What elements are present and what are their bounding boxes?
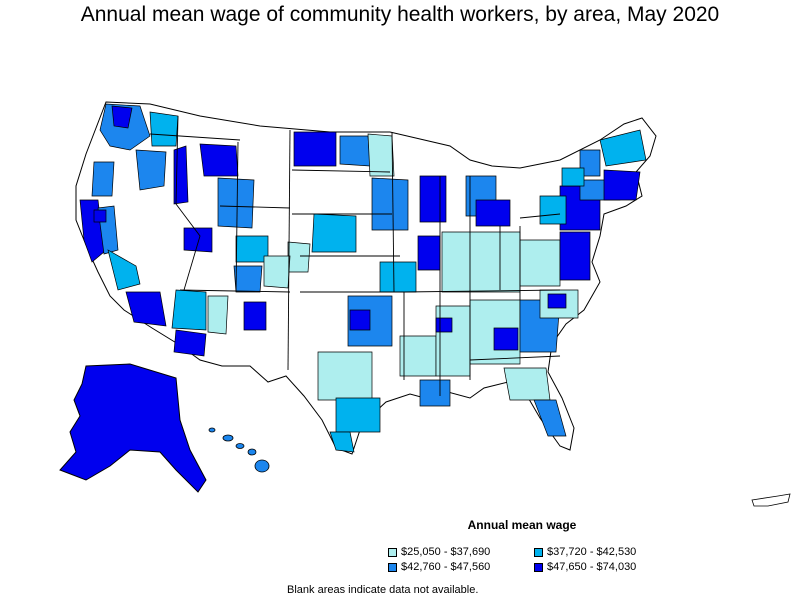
state-boundaries: [149, 115, 561, 396]
area-region: [559, 231, 591, 281]
area-region: [493, 327, 519, 351]
area-region: [603, 169, 641, 201]
legend-label: $25,050 - $37,690: [401, 546, 491, 558]
area-region: [419, 175, 447, 223]
area-region: [435, 305, 471, 377]
area-region: [371, 177, 409, 231]
area-region: [135, 149, 167, 191]
legend-item: $42,760 - $47,560: [388, 561, 490, 573]
area-region: [367, 133, 395, 177]
area-region: [399, 335, 437, 377]
area-region: [287, 241, 311, 273]
area-region: [207, 295, 229, 335]
area-region: [93, 209, 107, 223]
legend-label: $47,650 - $74,030: [547, 561, 637, 573]
area-region: [435, 317, 453, 333]
puerto-rico: [751, 493, 791, 507]
area-region: [317, 351, 373, 401]
area-region: [349, 309, 371, 331]
area-region: [183, 227, 213, 253]
area-region: [417, 235, 441, 271]
area-region: [243, 301, 267, 331]
area-region: [561, 167, 585, 187]
area-region: [539, 195, 567, 225]
area-region: [441, 231, 521, 293]
area-region: [419, 379, 451, 407]
area-region: [199, 143, 239, 177]
legend-swatch: [388, 562, 397, 572]
legend-label: $37,720 - $42,530: [547, 546, 637, 558]
area-region: [125, 291, 167, 327]
area-region: [107, 249, 141, 291]
legend-title: Annual mean wage: [467, 518, 577, 532]
area-region: [171, 289, 207, 331]
blank-areas-note: Blank areas indicate data not available.: [287, 584, 479, 596]
area-regions: [79, 103, 647, 453]
area-region: [335, 397, 381, 433]
area-region: [235, 235, 269, 263]
area-region: [111, 105, 133, 129]
area-region: [519, 239, 561, 287]
legend-item: $37,720 - $42,530: [534, 546, 636, 558]
area-region: [173, 145, 189, 205]
legend-item: $25,050 - $37,690: [388, 546, 490, 558]
area-region: [263, 255, 291, 289]
legend-swatch: [388, 547, 397, 557]
area-region: [311, 213, 357, 253]
area-region: [293, 131, 337, 167]
legend-swatch: [534, 562, 543, 572]
area-region: [503, 367, 551, 401]
legend-swatch: [534, 547, 543, 557]
area-region: [173, 329, 207, 357]
area-region: [599, 129, 647, 167]
legend-item: $47,650 - $74,030: [534, 561, 636, 573]
area-region: [217, 177, 255, 229]
area-region: [379, 261, 417, 293]
area-region: [149, 111, 179, 147]
area-region: [339, 135, 371, 167]
area-region: [547, 293, 567, 309]
area-region: [579, 149, 601, 177]
area-region: [91, 161, 115, 197]
area-region: [475, 199, 511, 227]
alaska-outline: [59, 363, 207, 493]
area-region: [233, 265, 263, 293]
area-region: [329, 431, 355, 453]
map-title: Annual mean wage of community health wor…: [80, 3, 720, 26]
hawaii-islands: [208, 427, 270, 473]
legend-label: $42,760 - $47,560: [401, 561, 491, 573]
area-region: [533, 399, 567, 437]
